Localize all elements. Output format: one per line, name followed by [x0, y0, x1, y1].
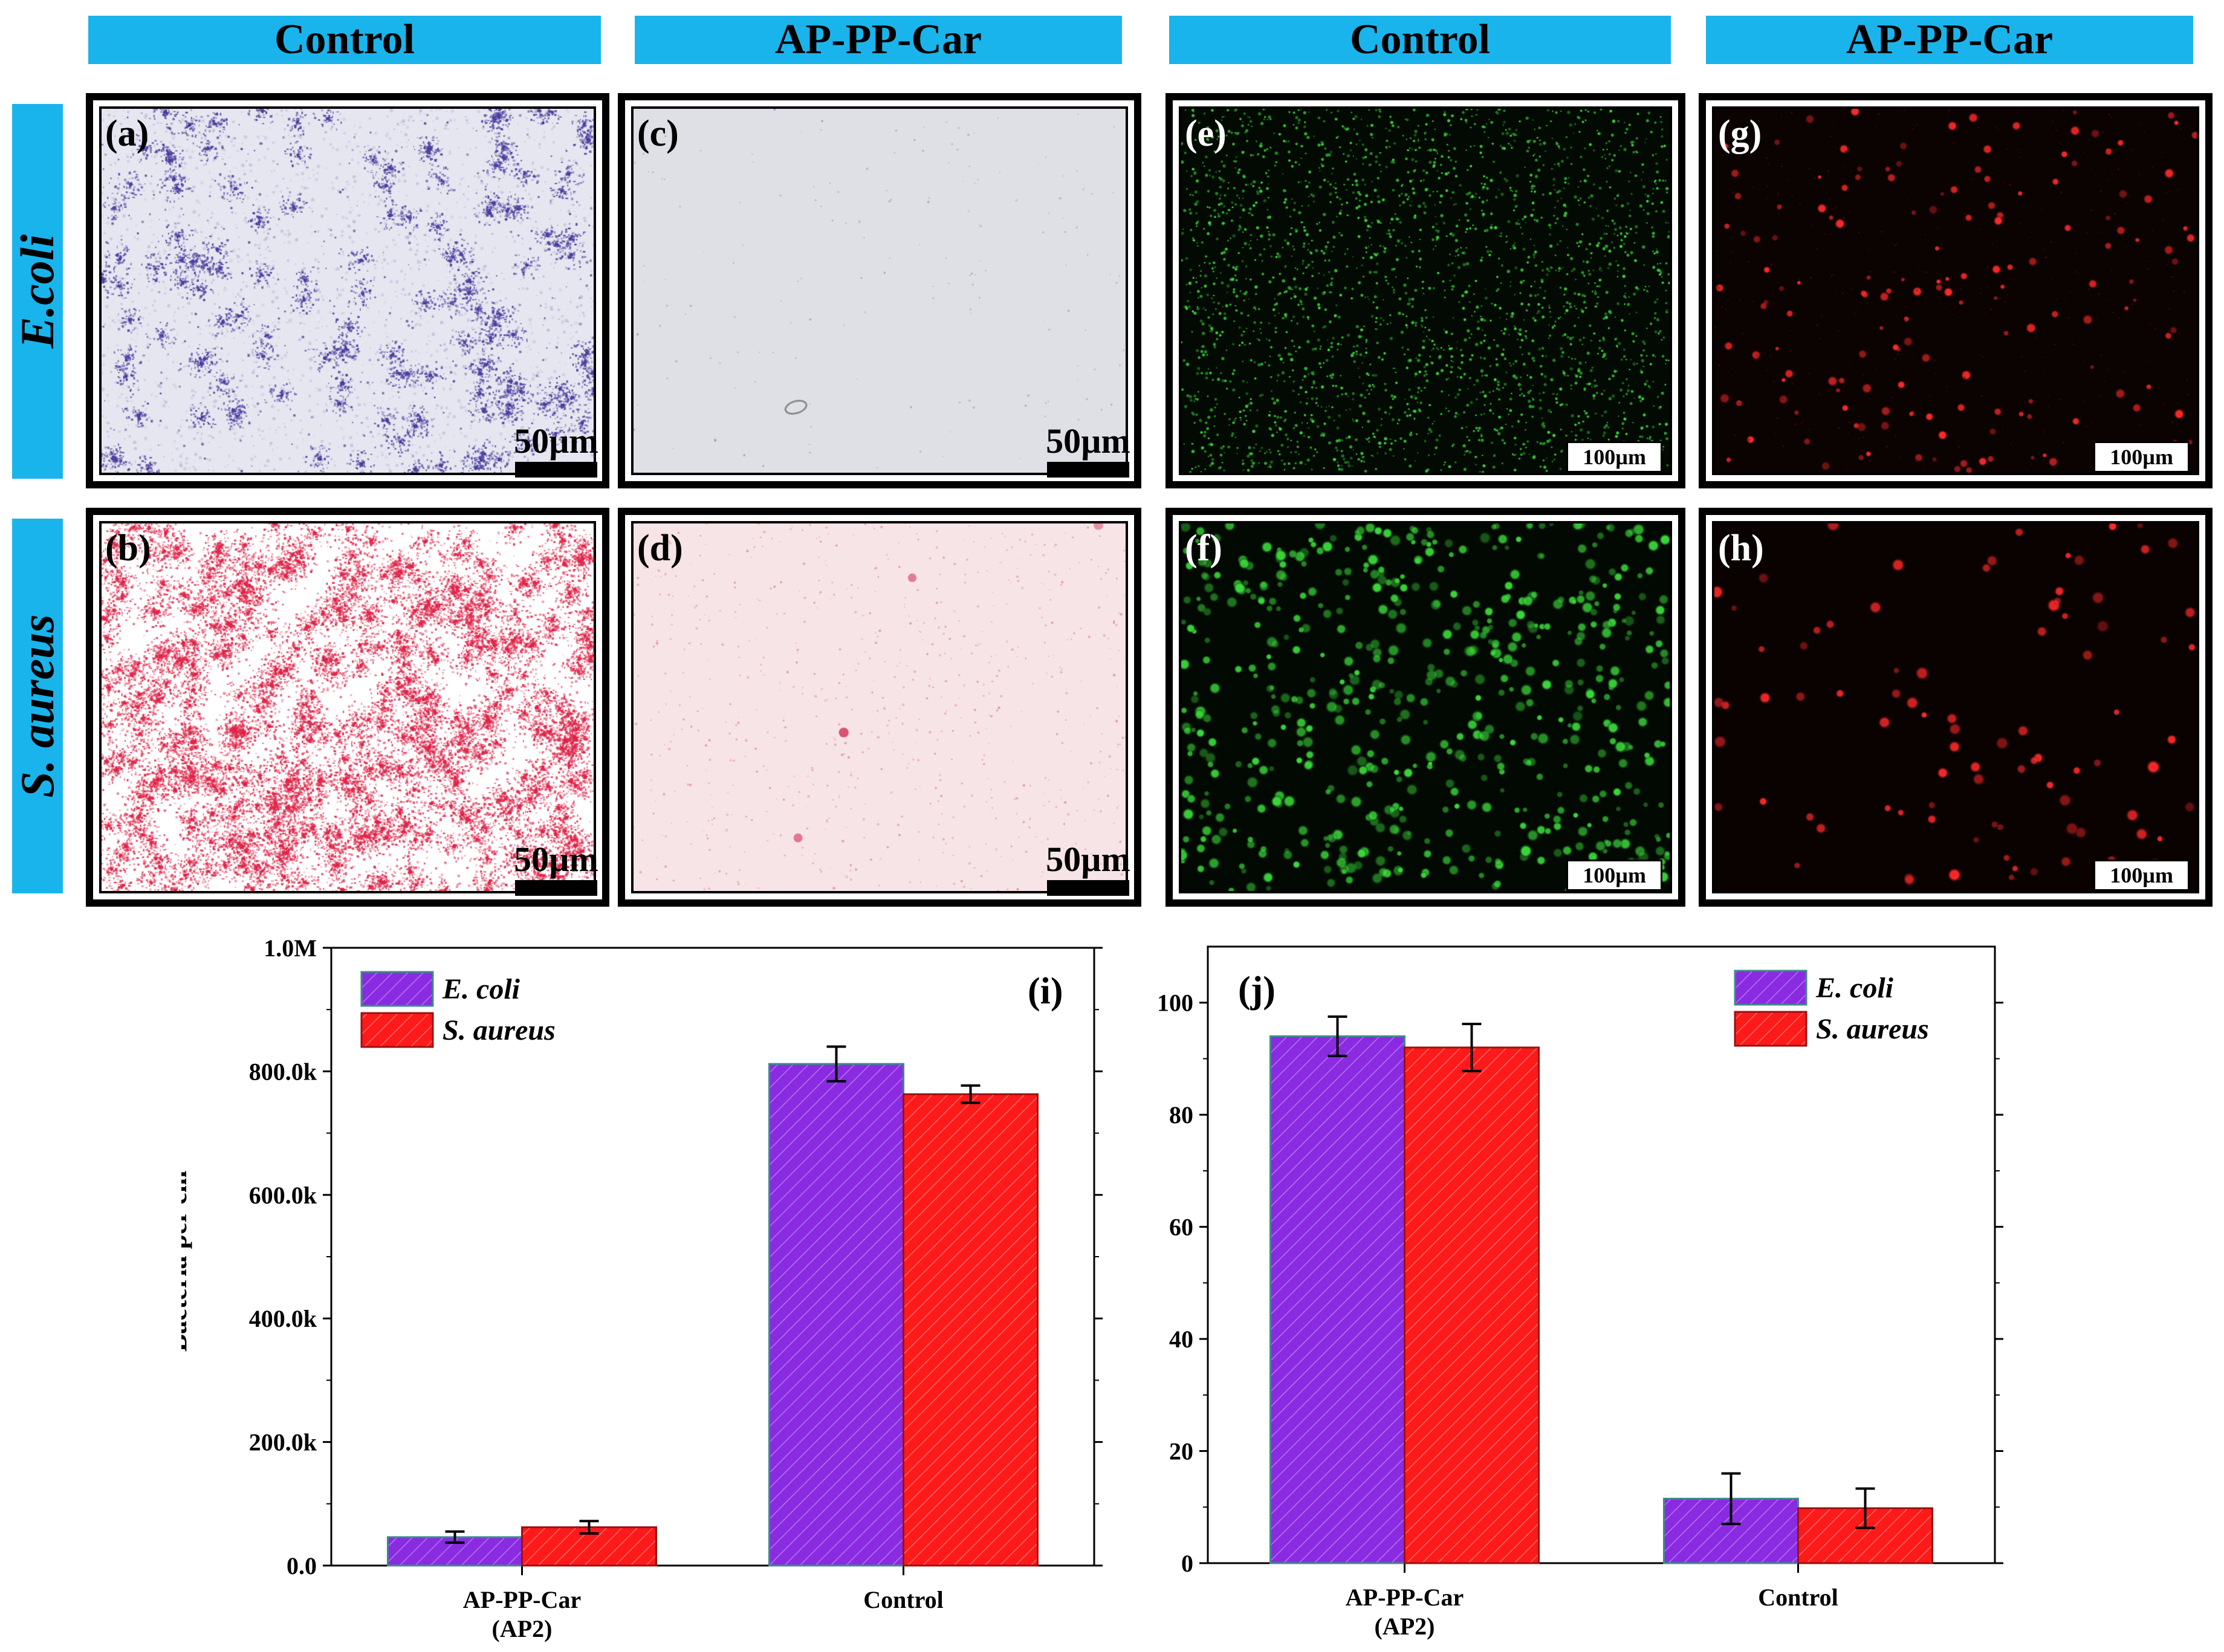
scale-bar-a-text: 50µm: [514, 421, 598, 461]
micrograph-h-image: [1714, 523, 2197, 891]
j-panel-label: (j): [1238, 970, 1276, 1011]
micrograph-c-image: [634, 109, 1126, 473]
micrograph-f-image: [1181, 523, 1670, 891]
i-ytick-label-2: 400.0k: [249, 1305, 317, 1332]
j-legend-label-0: E. coli: [1815, 972, 1894, 1004]
micrograph-e: (e) 100µm: [1165, 93, 1685, 488]
j-ytick-label-2: 40: [1169, 1326, 1193, 1353]
i-ytick-label-4: 800.0k: [249, 1058, 317, 1085]
micrograph-a-image: [102, 109, 594, 473]
scale-bar-b: 50µm: [514, 841, 598, 896]
j-ytick-label-3: 60: [1169, 1214, 1193, 1241]
i-ytick-label-5: 1.0M: [264, 937, 317, 962]
i-legend-label-0: E. coli: [442, 973, 520, 1005]
micrograph-g-image: [1714, 109, 2197, 473]
j-plot-frame: [1207, 945, 1996, 1564]
scale-bar-b-text: 50µm: [514, 840, 598, 879]
scale-bar-d-text: 50µm: [1046, 840, 1130, 879]
panel-label-f: (f): [1185, 528, 1222, 569]
header-control-1: Control: [88, 16, 601, 64]
j-ytick-label-1: 20: [1169, 1438, 1193, 1465]
scale-bar-c: 50µm: [1046, 423, 1130, 478]
micrograph-c: (c) 50µm: [618, 93, 1141, 488]
j-ytick-label-5: 100: [1157, 990, 1193, 1017]
j-legend-swatch-0: [1734, 970, 1807, 1006]
i-ytick-label-3: 600.0k: [249, 1182, 317, 1209]
panel-label-c: (c): [637, 113, 679, 154]
i-legend-swatch-0: [360, 971, 434, 1007]
micrograph-g: (g) 100µm: [1699, 93, 2213, 488]
scale-bar-h: 100µm: [2093, 860, 2190, 891]
scale-bar-a: 50µm: [514, 423, 598, 478]
micrograph-e-image: [1181, 109, 1670, 473]
scale-bar-d-line: [1047, 880, 1129, 896]
row-label-ecoli: E.coli: [11, 104, 63, 479]
panel-label-b: (b): [105, 528, 151, 569]
row-label-ecoli-text: E.coli: [11, 234, 63, 349]
panel-label-a: (a): [105, 113, 149, 154]
i-bar-ecoli-1: [768, 1063, 904, 1567]
i-panel-label: (i): [1028, 971, 1063, 1012]
header-ap-pp-car-1: AP-PP-Car: [635, 16, 1122, 64]
i-ylabel: Bacteria per cm2: [181, 1162, 192, 1352]
i-xtick-label-1-0: Control: [863, 1586, 944, 1613]
j-bar-ecoli-0: [1269, 1035, 1405, 1564]
i-bar-saureus-1: [903, 1093, 1039, 1567]
micrograph-b: (b) 50µm: [86, 508, 609, 907]
j-ytick-label-0: 0: [1181, 1550, 1193, 1577]
micrograph-a: (a) 50µm: [86, 93, 609, 488]
panel-label-d: (d): [637, 528, 683, 569]
j-xtick-label-0-1: (AP2): [1375, 1613, 1435, 1640]
j-legend-swatch-1: [1734, 1011, 1807, 1047]
header-ap-pp-car-2: AP-PP-Car: [1706, 16, 2193, 64]
micrograph-h: (h) 100µm: [1699, 508, 2213, 907]
i-legend-swatch-1: [360, 1012, 434, 1048]
scale-bar-g: 100µm: [2093, 441, 2190, 473]
panel-label-h: (h): [1718, 528, 1764, 569]
scale-bar-c-text: 50µm: [1046, 421, 1130, 461]
j-xtick-label-1-0: Control: [1758, 1584, 1838, 1611]
scale-bar-c-line: [1047, 462, 1129, 478]
i-ytick-label-0: 0.0: [287, 1552, 317, 1579]
scale-bar-b-line: [515, 880, 597, 896]
micrograph-f: (f) 100µm: [1165, 508, 1685, 907]
i-xtick-label-0-0: AP-PP-Car: [463, 1586, 581, 1613]
header-control-2: Control: [1169, 16, 1671, 64]
j-legend-label-1: S. aureus: [1816, 1013, 1929, 1045]
scale-bar-f: 100µm: [1566, 860, 1662, 891]
i-legend-label-1: S. aureus: [443, 1014, 556, 1046]
j-xtick-label-0-0: AP-PP-Car: [1346, 1584, 1464, 1611]
chart-i-bacteria-per-cm2: 0.0 200.0k 400.0k 600.0k 800.0k 1.0M Bacteria …: [181, 937, 1103, 1642]
scale-bar-a-line: [515, 462, 597, 478]
panel-label-e: (e): [1185, 113, 1227, 154]
micrograph-b-image: [102, 523, 594, 891]
micrograph-d: (d) 50µm: [618, 508, 1141, 907]
i-ytick-label-1: 200.0k: [249, 1429, 317, 1456]
row-label-saureus: S. aureus: [11, 519, 63, 893]
micrograph-d-image: [634, 523, 1126, 891]
scale-bar-d: 50µm: [1046, 841, 1130, 896]
j-bar-saureus-0: [1404, 1046, 1540, 1564]
scale-bar-e: 100µm: [1566, 441, 1662, 473]
row-label-saureus-text: S. aureus: [11, 614, 63, 798]
i-xtick-label-0-1: (AP2): [492, 1615, 553, 1642]
j-ytick-label-4: 80: [1169, 1101, 1193, 1129]
panel-label-g: (g): [1718, 113, 1762, 154]
